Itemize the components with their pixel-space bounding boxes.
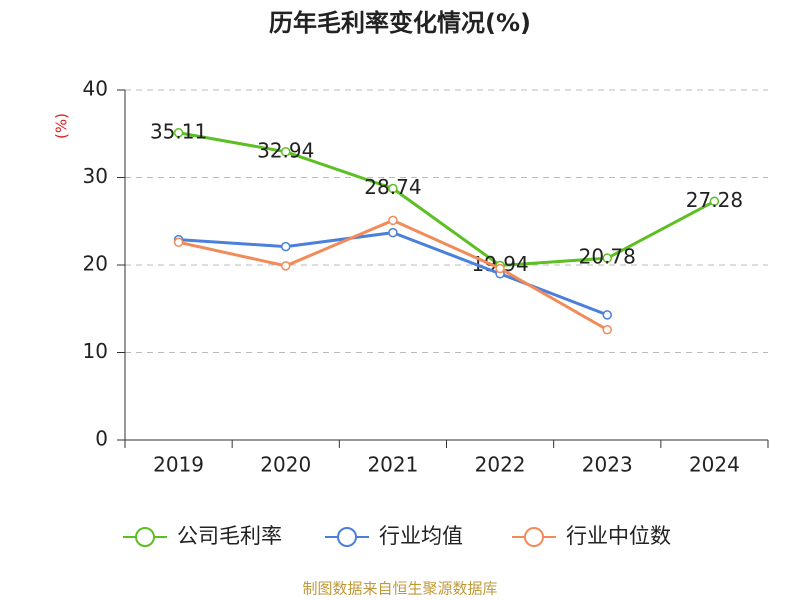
data-label: 32.94 xyxy=(257,138,314,162)
data-point xyxy=(709,196,720,207)
data-label: 27.28 xyxy=(686,188,743,212)
data-point xyxy=(388,183,398,194)
y-tick-label: 40 xyxy=(83,77,108,101)
data-label: 35.11 xyxy=(150,119,207,143)
y-tick-label: 10 xyxy=(83,339,108,363)
data-label: 28.74 xyxy=(364,175,421,199)
y-axis-label: (%) xyxy=(53,113,71,139)
legend-marker xyxy=(524,527,544,547)
legend-label: 行业均值 xyxy=(379,524,463,548)
data-point xyxy=(388,227,398,238)
y-tick-label: 20 xyxy=(83,252,108,276)
x-tick-label: 2024 xyxy=(689,453,740,477)
data-point xyxy=(281,241,291,252)
chart-title: 历年毛利率变化情况(%) xyxy=(269,9,531,37)
data-point xyxy=(602,325,612,335)
data-point xyxy=(602,310,612,320)
series-line xyxy=(178,131,716,268)
data-point xyxy=(281,147,291,157)
legend-marker xyxy=(337,527,357,547)
data-point xyxy=(602,253,612,263)
source-note: 制图数据来自恒生聚源数据库 xyxy=(302,580,497,598)
x-tick-label: 2022 xyxy=(475,453,526,477)
data-point xyxy=(173,237,184,247)
data-point xyxy=(281,261,291,271)
data-point xyxy=(495,263,505,274)
x-tick-label: 2021 xyxy=(367,453,418,477)
x-tick-label: 2023 xyxy=(582,453,633,477)
data-point xyxy=(388,215,398,226)
y-tick-label: 0 xyxy=(95,427,108,451)
x-tick-label: 2020 xyxy=(260,453,311,477)
legend-label: 行业中位数 xyxy=(566,524,671,548)
legend-marker xyxy=(135,527,155,547)
x-tick-label: 2019 xyxy=(153,453,204,477)
data-label: 20.78 xyxy=(579,245,636,269)
legend-label: 公司毛利率 xyxy=(177,524,282,548)
y-tick-label: 30 xyxy=(83,164,108,188)
series-line xyxy=(178,231,608,317)
data-point xyxy=(173,128,184,138)
